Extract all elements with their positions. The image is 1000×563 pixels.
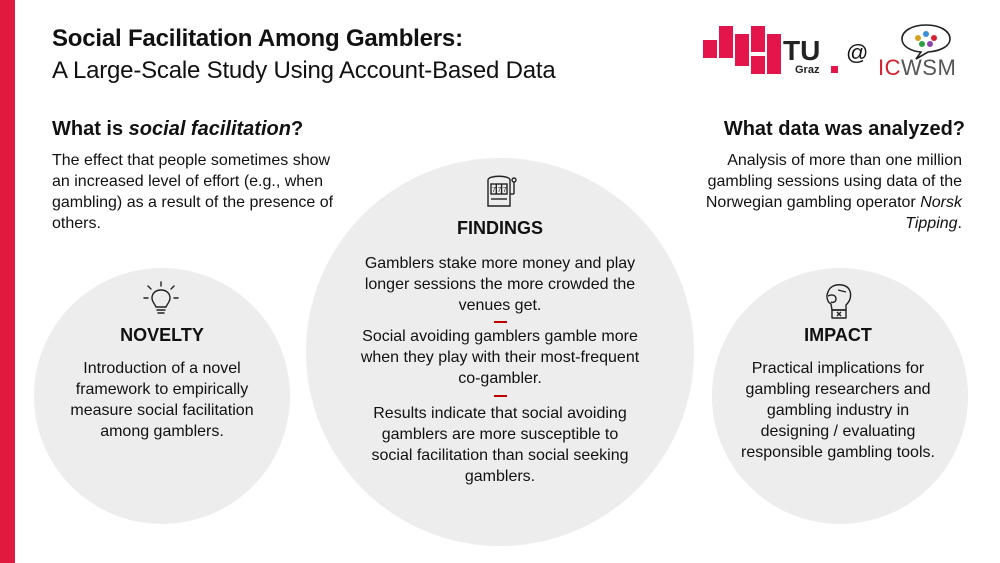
page-title: Social Facilitation Among Gamblers: A La… [52,24,672,88]
finding-item-1: Gamblers stake more money and play longe… [364,255,636,314]
findings-heading: FINDINGS [456,218,543,238]
finding-divider-2 [494,395,507,397]
tu-logo-text: TU [783,35,820,66]
tu-logo-subtext: Graz [795,64,820,76]
icwsm-logo: ICWSM [872,14,962,96]
accent-side-bar [0,0,15,563]
what-is-text: The effect that people sometimes show an… [52,152,334,232]
speech-bubble-icon [901,24,951,60]
at-sign: @ [846,40,869,65]
title-subtitle: A Large-Scale Study Using Account-Based … [52,57,556,84]
findings-circle [306,158,694,546]
svg-text:7: 7 [497,187,501,194]
lightbulb-icon [143,281,179,314]
impact-text: Practical implications for gambling rese… [741,360,935,461]
icwsm-logo-text: ICWSM [878,55,957,80]
finding-item-3: Results indicate that social avoiding ga… [371,405,629,485]
finding-divider-1 [494,321,507,323]
svg-text:7: 7 [503,187,507,194]
svg-text:7: 7 [492,187,496,194]
what-data-text: Analysis of more than one million gambli… [705,152,962,232]
title-main: Social Facilitation Among Gamblers: [52,25,463,52]
what-is-heading: What is social facilitation? [52,118,304,140]
tu-graz-logo: TU Graz [703,26,843,78]
boxing-glove-icon [826,284,852,319]
tu-graz-logo-mark: TU Graz [703,26,838,76]
finding-item-2: Social avoiding gamblers gamble more whe… [360,328,640,387]
what-data-heading: What data was analyzed? [723,118,965,140]
novelty-text: Introduction of a novel framework to emp… [70,360,254,440]
impact-heading: IMPACT [804,325,872,345]
novelty-heading: NOVELTY [120,325,204,345]
